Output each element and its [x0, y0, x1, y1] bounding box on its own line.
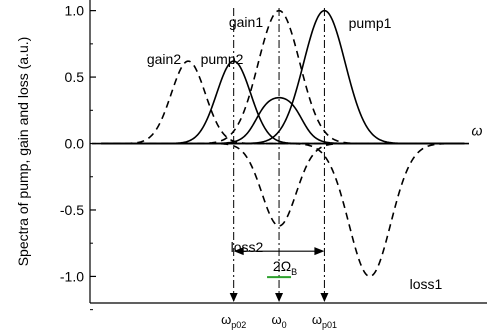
y-axis-label: Spectra of pump, gain and loss (a.u.)	[15, 37, 31, 267]
y-tick-label: -1.0	[60, 268, 84, 284]
marker-arrowhead-2	[320, 293, 329, 302]
labels: Spectra of pump, gain and loss (a.u.) ω ωp…	[15, 14, 483, 330]
series-pump1-line	[101, 9, 465, 145]
series-label-loss2: loss2	[231, 239, 264, 255]
series-label-pump1: pump1	[349, 15, 392, 31]
span-arrowhead-left	[233, 247, 244, 256]
span-arrowhead-right	[314, 247, 325, 256]
guide-lines	[229, 8, 329, 302]
marker-label-1: ω0	[271, 312, 286, 330]
x-axis-label: ω	[472, 123, 483, 139]
y-tick-label: 0.5	[65, 69, 85, 85]
marker-arrowhead-1	[275, 293, 284, 302]
span-label: 2ΩB	[273, 258, 297, 277]
series-gain1-line	[101, 9, 465, 145]
y-tick-label: 1.0	[65, 3, 85, 19]
marker-arrowhead-0	[229, 293, 238, 302]
y-tick-label: 0.0	[65, 136, 85, 152]
marker-label-0: ωp02	[221, 312, 246, 330]
series-pump2-line	[101, 60, 465, 145]
curves	[101, 9, 465, 278]
series-overlap-line	[101, 96, 465, 145]
series-loss1-line	[101, 142, 465, 278]
series-label-gain1: gain1	[229, 14, 263, 30]
series-label-gain2: gain2	[147, 51, 181, 67]
series-gain2-line	[101, 60, 465, 145]
series-label-pump2: pump2	[201, 51, 244, 67]
y-tick-label: -0.5	[60, 202, 84, 218]
series-label-loss1: loss1	[410, 276, 443, 292]
series-loss2-line	[101, 142, 465, 227]
marker-label-2: ωp01	[312, 312, 337, 330]
